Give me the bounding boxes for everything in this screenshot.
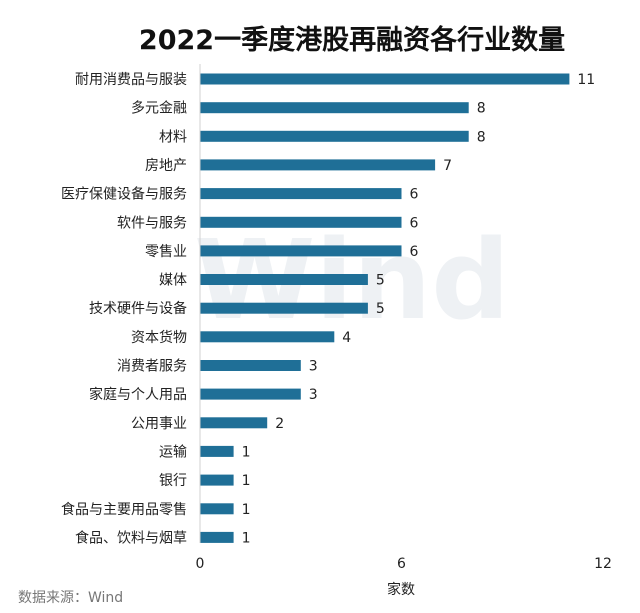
bar [200, 102, 469, 114]
value-label: 6 [410, 187, 419, 203]
category-label: 公用事业 [131, 416, 187, 432]
value-label: 1 [242, 473, 251, 489]
value-label: 1 [242, 502, 251, 518]
x-tick-label: 6 [397, 556, 406, 572]
category-label: 银行 [159, 473, 187, 489]
value-label: 1 [242, 444, 251, 460]
bar [200, 360, 301, 371]
category-label: 医疗保健设备与服务 [61, 186, 187, 203]
bar [200, 503, 234, 515]
value-label: 5 [376, 301, 385, 317]
bar [200, 388, 301, 400]
value-label: 1 [242, 530, 251, 546]
bar [200, 245, 402, 257]
value-label: 2 [275, 416, 284, 432]
value-label: 5 [376, 273, 385, 289]
value-label: 4 [342, 330, 351, 346]
x-tick-label: 0 [196, 556, 205, 572]
category-label: 技术硬件与设备 [89, 300, 187, 317]
category-label: 消费者服务 [117, 359, 187, 375]
bar [200, 73, 570, 85]
category-label: 房地产 [145, 158, 187, 174]
x-axis-ticks: 0 6 12 [196, 556, 612, 572]
value-label: 6 [410, 215, 419, 231]
value-label: 11 [577, 72, 595, 88]
category-label: 材料 [159, 129, 187, 145]
value-label: 6 [410, 244, 419, 260]
category-label: 食品与主要用品零售 [61, 501, 187, 518]
category-label: 食品、饮料与烟草 [75, 529, 187, 546]
x-tick-label: 12 [594, 556, 612, 572]
category-label: 多元金融 [131, 100, 187, 117]
bars-group [200, 73, 570, 543]
value-label: 7 [443, 158, 452, 174]
bar [200, 188, 402, 200]
bar [200, 445, 234, 457]
bar [200, 302, 368, 314]
category-label: 耐用消费品与服装 [75, 72, 187, 88]
bar [200, 531, 234, 543]
bar [200, 474, 234, 486]
category-label: 家庭与个人用品 [89, 386, 187, 403]
value-label: 8 [477, 101, 486, 117]
category-label: 软件与服务 [117, 215, 187, 231]
value-label: 3 [309, 387, 318, 403]
category-label: 资本货物 [131, 329, 187, 346]
value-label: 8 [477, 129, 486, 145]
category-label: 零售业 [145, 244, 187, 260]
bar [200, 159, 436, 171]
category-label: 媒体 [159, 273, 187, 289]
category-label: 运输 [159, 444, 187, 460]
bar [200, 274, 368, 285]
value-label: 3 [309, 359, 318, 375]
category-labels: 耐用消费品与服装多元金融材料房地产医疗保健设备与服务软件与服务零售业媒体技术硬件… [61, 72, 187, 546]
bar [200, 216, 402, 228]
source-note: 数据来源：Wind [18, 590, 123, 606]
bar [200, 130, 469, 142]
chart-title: 2022一季度港股再融资各行业数量 [139, 24, 565, 56]
x-axis-label: 家数 [387, 581, 415, 598]
bar [200, 417, 268, 429]
bar [200, 331, 335, 343]
